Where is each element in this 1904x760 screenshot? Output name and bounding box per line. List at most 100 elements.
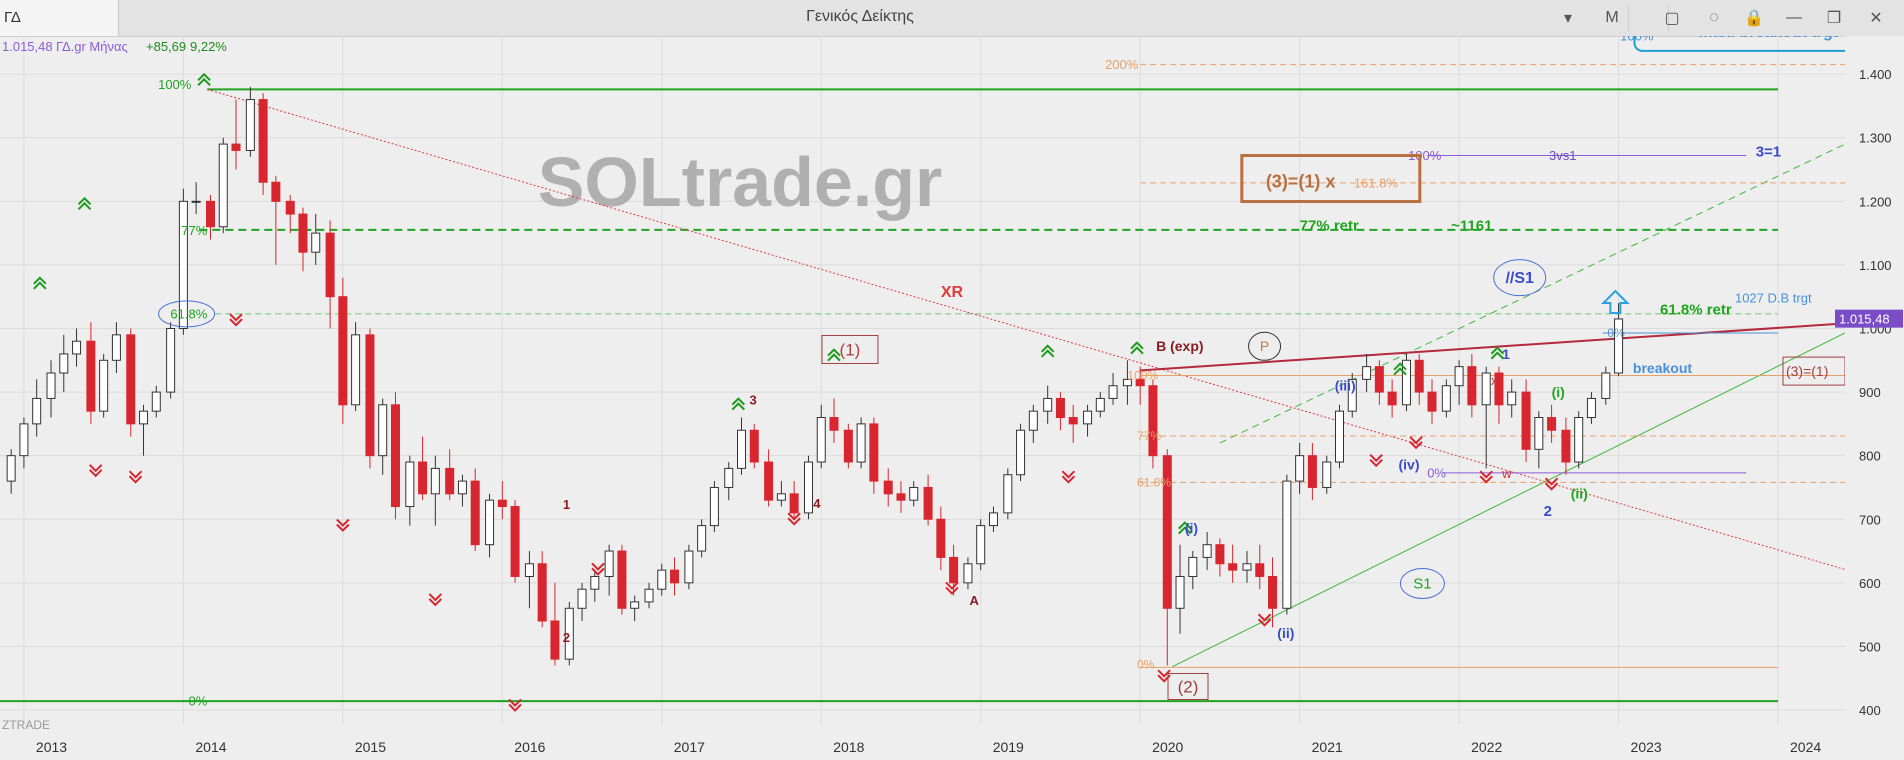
candle-body <box>1334 410 1344 463</box>
b-resistance <box>1140 322 1846 372</box>
candle-body <box>617 550 627 609</box>
annotation-label: 0% <box>1427 465 1446 480</box>
candle-body <box>351 334 361 406</box>
candle-body <box>1135 378 1145 387</box>
y-tick-label: 1.400 <box>1859 67 1892 82</box>
annotation-label: 100% <box>1620 36 1654 44</box>
y-tick-label: 600 <box>1859 576 1881 591</box>
candle-body <box>1521 391 1531 450</box>
annotation-label: 0% <box>1607 326 1625 340</box>
down-chevron-icon <box>591 562 605 576</box>
candle-body <box>803 461 813 514</box>
candle-body <box>338 296 348 406</box>
dropdown-button[interactable]: ▾ <box>1563 10 1573 27</box>
box-label: (3)=(1) x <box>1266 172 1336 192</box>
candle-body <box>205 200 215 228</box>
candle-body <box>1228 563 1238 571</box>
candle-body <box>1122 378 1132 387</box>
candle-body <box>405 461 415 508</box>
up-chevron-icon <box>197 72 211 87</box>
candle-body <box>1282 480 1292 609</box>
layout-button[interactable]: ▢ <box>1664 10 1680 27</box>
candle-body <box>670 569 680 584</box>
minimize-button[interactable]: — <box>1786 9 1802 26</box>
annotation-label: 77% <box>181 223 207 238</box>
candle-body <box>1043 397 1053 412</box>
candle-body <box>1454 366 1464 387</box>
candle-body <box>1068 417 1078 425</box>
candle-body <box>470 480 480 546</box>
annotation-label: A <box>970 593 980 608</box>
annotation-label: 61.8% retr <box>1660 302 1732 319</box>
candle-body <box>1374 366 1384 393</box>
candle-body <box>789 493 799 514</box>
box-p-s1 <box>1633 36 1858 52</box>
down-chevron-icon <box>787 512 801 526</box>
candle-body <box>949 556 959 584</box>
y-tick-label: 1.300 <box>1859 131 1892 146</box>
annotations: 100% 77% 61.8% 0% XR (1) 3 4 1 2 A B (exp) P (2) 100% 7… <box>158 36 1846 709</box>
candle-body <box>1083 410 1093 425</box>
lock-button[interactable]: 🔒 <box>1744 10 1764 27</box>
chat-button[interactable]: ◌ <box>1709 9 1719 26</box>
candle-body <box>630 601 640 609</box>
candle-body <box>988 512 998 527</box>
annotation-label: (1) <box>840 340 861 359</box>
candle-body <box>1016 429 1026 476</box>
annotation-label: breakout <box>1633 360 1692 376</box>
candle-body <box>963 563 973 584</box>
down-chevron-icon <box>1409 436 1423 450</box>
candle-body <box>139 410 149 425</box>
candle-body <box>829 417 839 431</box>
annotation-label: XR <box>941 284 964 301</box>
candle-body <box>445 467 455 495</box>
x-tick-label: 2017 <box>674 739 705 755</box>
separator <box>1628 4 1629 32</box>
period-m-button[interactable]: M <box>1605 9 1619 26</box>
candle-body <box>430 467 440 495</box>
annotation-label: 2 <box>563 630 570 645</box>
candle-body <box>1561 429 1571 463</box>
close-button[interactable]: ✕ <box>1869 10 1883 27</box>
candle-body <box>510 506 520 577</box>
y-axis-bg <box>1845 36 1904 760</box>
candle-body <box>1055 397 1065 419</box>
candle-body <box>418 461 428 495</box>
candle-body <box>644 588 654 603</box>
up-chevron-icon <box>1490 346 1505 360</box>
price-chart[interactable]: SOLtrade.gr 100% 77% 61.8% 0% XR (1) 3 4 1 2 A B (e… <box>0 36 1904 760</box>
candle-body <box>390 404 400 508</box>
candle-body <box>1255 563 1265 577</box>
candle-body <box>976 525 986 565</box>
candle-body <box>1268 575 1278 609</box>
gridlines <box>0 36 1845 724</box>
tab-gd[interactable]: ΓΔ <box>0 0 119 36</box>
restore-button[interactable]: ❐ <box>1826 10 1842 27</box>
candle-body <box>126 334 136 425</box>
x-tick-label: 2023 <box>1631 739 1662 755</box>
annotation-label: 2 <box>1544 503 1552 520</box>
candle-body <box>1202 544 1212 558</box>
x-tick-label: 2018 <box>833 739 864 755</box>
candle-body <box>59 353 69 374</box>
up-chevron-icon <box>1178 521 1192 535</box>
candle-body <box>151 391 161 412</box>
y-tick-label: 500 <box>1859 639 1881 654</box>
footer-logo: ZTRADE <box>2 718 50 732</box>
x-tick-label: 2014 <box>195 739 226 755</box>
candle-body <box>111 334 121 361</box>
window-title: Γενικός Δείκτης <box>806 8 914 25</box>
candle-body <box>749 429 759 463</box>
candle-body <box>378 404 388 457</box>
annotation-label: 200% <box>1105 57 1139 72</box>
candle-body <box>1401 359 1411 406</box>
x-tick-label: 2016 <box>514 739 545 755</box>
quote-header: 1.015,48 ΓΔ.gr Μήνας +85,69 9,22% <box>2 39 227 54</box>
candle-body <box>1307 455 1317 488</box>
y-tick-label: 1.200 <box>1859 194 1892 209</box>
candle-body <box>218 143 228 228</box>
annotation-label: 0% <box>189 694 208 709</box>
down-chevron-icon <box>1061 470 1076 484</box>
annotation-label: (i) <box>1185 520 1198 536</box>
